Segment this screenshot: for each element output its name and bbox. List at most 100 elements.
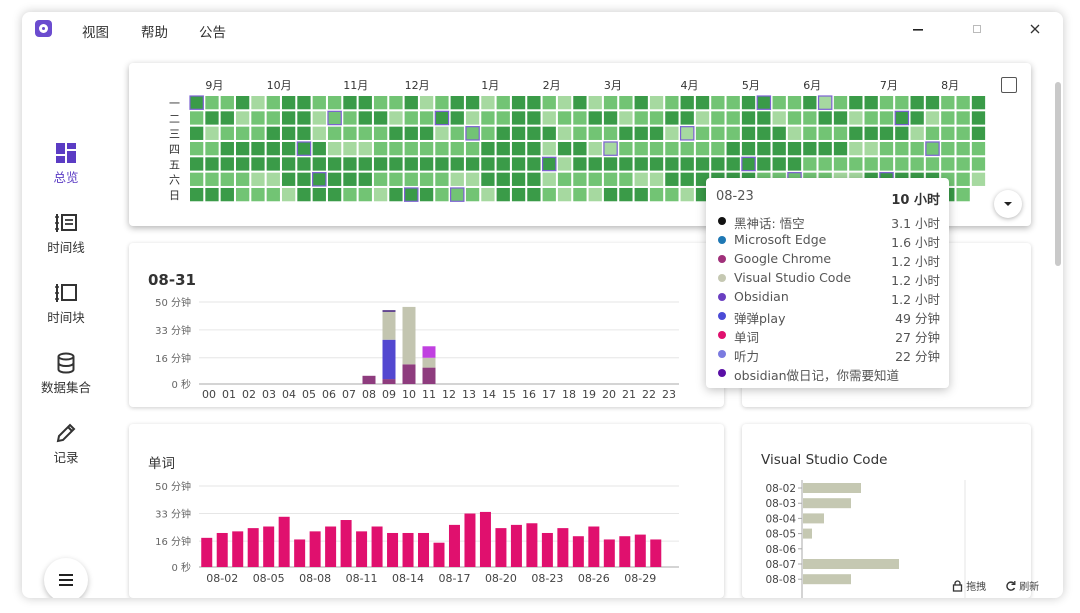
heatmap-cell[interactable] bbox=[603, 141, 618, 156]
heatmap-cell[interactable] bbox=[603, 96, 618, 110]
heatmap-cell[interactable] bbox=[435, 157, 449, 171]
scrollbar[interactable] bbox=[1051, 46, 1063, 598]
heatmap-cell[interactable] bbox=[389, 187, 403, 202]
heatmap-cell[interactable] bbox=[327, 110, 342, 126]
heatmap-cell[interactable] bbox=[680, 111, 694, 125]
heatmap-cell[interactable] bbox=[772, 157, 786, 171]
heatmap-cell[interactable] bbox=[481, 187, 495, 202]
heatmap-cell[interactable] bbox=[833, 126, 848, 140]
menu-button[interactable] bbox=[44, 558, 88, 598]
heatmap-cell[interactable] bbox=[879, 141, 894, 156]
chart-bar-segment[interactable] bbox=[422, 357, 436, 368]
heatmap-cell[interactable] bbox=[297, 111, 311, 125]
heatmap-cell[interactable] bbox=[971, 172, 986, 186]
heatmap-cell[interactable] bbox=[649, 187, 664, 202]
heatmap-cell[interactable] bbox=[312, 157, 326, 171]
heatmap-cell[interactable] bbox=[450, 141, 464, 156]
heatmap-cell[interactable] bbox=[435, 187, 449, 202]
heatmap-cell[interactable] bbox=[343, 172, 357, 186]
heatmap-cell[interactable] bbox=[557, 187, 572, 202]
heatmap-cell[interactable] bbox=[557, 172, 572, 186]
heatmap-cell[interactable] bbox=[419, 187, 434, 202]
heatmap-cell[interactable] bbox=[603, 111, 618, 125]
heatmap-cell[interactable] bbox=[787, 111, 802, 125]
heatmap-cell[interactable] bbox=[373, 187, 388, 202]
heatmap-cell[interactable] bbox=[327, 141, 342, 156]
heatmap-cell[interactable] bbox=[803, 126, 817, 140]
refresh-button[interactable]: 刷新 bbox=[1005, 578, 1039, 593]
heatmap-cell[interactable] bbox=[956, 111, 970, 125]
heatmap-cell[interactable] bbox=[910, 111, 924, 125]
heatmap-cell[interactable] bbox=[435, 141, 449, 156]
heatmap-cell[interactable] bbox=[619, 111, 633, 125]
chart-bar[interactable] bbox=[634, 534, 646, 567]
heatmap-cell[interactable] bbox=[496, 172, 510, 186]
heatmap-cell[interactable] bbox=[941, 141, 955, 156]
expand-button[interactable] bbox=[994, 190, 1022, 218]
heatmap-cell[interactable] bbox=[251, 157, 265, 171]
heatmap-cell[interactable] bbox=[757, 111, 771, 125]
heatmap-cell[interactable] bbox=[619, 96, 633, 110]
heatmap-cell[interactable] bbox=[235, 187, 250, 202]
heatmap-cell[interactable] bbox=[281, 141, 296, 156]
heatmap-cell[interactable] bbox=[910, 126, 924, 140]
heatmap-cell[interactable] bbox=[327, 157, 342, 171]
heatmap-cell[interactable] bbox=[864, 126, 878, 140]
heatmap-cell[interactable] bbox=[603, 126, 618, 140]
heatmap-cell[interactable] bbox=[649, 96, 664, 110]
minimize-button[interactable] bbox=[903, 18, 933, 40]
heatmap-cell[interactable] bbox=[849, 111, 863, 125]
heatmap-cell[interactable] bbox=[726, 157, 740, 171]
heatmap-cell[interactable] bbox=[588, 126, 602, 140]
heatmap-cell[interactable] bbox=[956, 126, 970, 140]
heatmap-cell[interactable] bbox=[757, 126, 771, 140]
heatmap-cell[interactable] bbox=[496, 126, 510, 140]
heatmap-cell[interactable] bbox=[496, 187, 510, 202]
heatmap-cell[interactable] bbox=[281, 111, 296, 125]
chart-bar[interactable] bbox=[402, 532, 414, 567]
chart-bar[interactable] bbox=[247, 528, 259, 567]
chart-bar[interactable] bbox=[325, 526, 337, 568]
heatmap-cell[interactable] bbox=[281, 96, 296, 110]
heatmap-cell[interactable] bbox=[665, 126, 679, 140]
heatmap-cell[interactable] bbox=[404, 141, 418, 156]
heatmap-cell[interactable] bbox=[373, 172, 388, 186]
heatmap-cell[interactable] bbox=[481, 111, 495, 125]
heatmap-cell[interactable] bbox=[634, 111, 648, 125]
heatmap-cell[interactable] bbox=[680, 187, 694, 202]
heatmap-cell[interactable] bbox=[619, 187, 633, 202]
heatmap-cell[interactable] bbox=[665, 141, 679, 156]
chart-bar[interactable] bbox=[495, 528, 507, 567]
heatmap-cell[interactable] bbox=[695, 157, 710, 171]
heatmap-cell[interactable] bbox=[680, 172, 694, 186]
heatmap-cell[interactable] bbox=[220, 96, 234, 110]
heatmap-cell[interactable] bbox=[665, 96, 679, 110]
heatmap-cell[interactable] bbox=[941, 157, 955, 171]
chart-bar-segment[interactable] bbox=[382, 311, 396, 340]
heatmap-cell[interactable] bbox=[327, 187, 342, 202]
heatmap-cell[interactable] bbox=[956, 187, 970, 202]
chart-bar[interactable] bbox=[541, 532, 553, 567]
heatmap-cell[interactable] bbox=[941, 111, 955, 125]
heatmap-cell[interactable] bbox=[833, 96, 848, 110]
chart-bar[interactable] bbox=[803, 528, 812, 539]
heatmap-cell[interactable] bbox=[925, 141, 940, 156]
nav-overview[interactable]: 总览 bbox=[22, 142, 110, 204]
heatmap-cell[interactable] bbox=[297, 96, 311, 110]
heatmap-cell[interactable] bbox=[465, 187, 480, 202]
heatmap-cell[interactable] bbox=[956, 157, 970, 171]
heatmap-cell[interactable] bbox=[818, 126, 832, 140]
heatmap-cell[interactable] bbox=[634, 157, 648, 171]
heatmap-cell[interactable] bbox=[190, 111, 204, 125]
chart-bar-segment[interactable] bbox=[402, 306, 416, 365]
heatmap-cell[interactable] bbox=[343, 187, 357, 202]
heatmap-cell[interactable] bbox=[190, 157, 204, 171]
chart-bar[interactable] bbox=[803, 483, 861, 493]
heatmap-cell[interactable] bbox=[665, 111, 679, 125]
chart-bar[interactable] bbox=[479, 511, 491, 567]
chart-bar[interactable] bbox=[572, 536, 584, 567]
heatmap-cell[interactable] bbox=[925, 126, 940, 140]
heatmap-cell[interactable] bbox=[404, 157, 418, 171]
heatmap-cell[interactable] bbox=[971, 96, 986, 110]
heatmap-cell[interactable] bbox=[419, 96, 434, 110]
